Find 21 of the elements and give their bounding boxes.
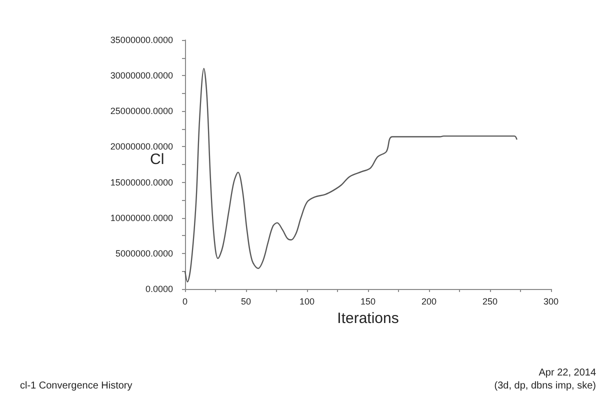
text: Apr 22, 2014 [538,368,596,378]
x-tick-label: 200 [421,296,437,306]
y-tick-label: 35000000.0000 [110,35,173,45]
y-tick-label: 30000000.0000 [110,70,173,81]
x-tick-label: 150 [360,296,376,306]
y-tick-label: 0.0000 [145,284,173,294]
y-tick-label: 20000000.0000 [110,142,173,152]
x-tick-label: 100 [299,296,315,306]
x-tick-label: 50 [240,296,252,306]
y-tick-label: 25000000.0000 [110,106,173,116]
y-tick-label: 15000000.0000 [110,177,173,188]
y-tick-label: 10000000.0000 [110,212,173,223]
y-axis-title: Cl [150,151,164,168]
x-tick-label: 0 [182,296,188,306]
x-tick-label: 250 [482,296,498,306]
x-axis-title: Iterations [337,310,399,327]
line-series [184,68,518,282]
text: (3d, dp, dbns imp, ske) [494,380,596,392]
y-tick-label: 5000000.0000 [115,248,173,258]
x-tick-label: 300 [543,296,559,306]
text: cl-1 Convergence History [20,380,132,392]
